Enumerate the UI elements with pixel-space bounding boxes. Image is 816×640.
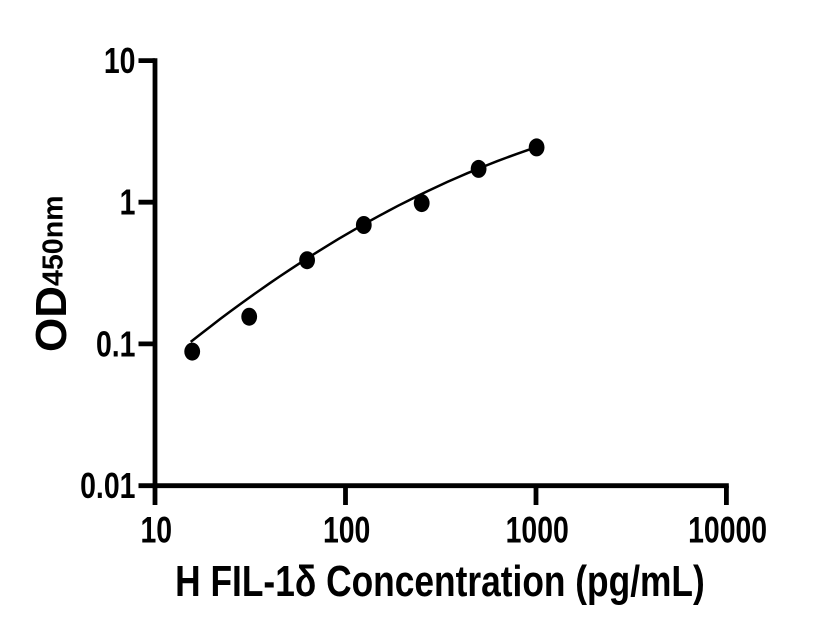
svg-text:1000: 1000 <box>506 509 569 550</box>
svg-text:0.01: 0.01 <box>80 466 135 506</box>
svg-text:10000: 10000 <box>688 509 767 550</box>
svg-text:H FIL-1δ Concentration (pg/mL): H FIL-1δ Concentration (pg/mL) <box>175 557 705 606</box>
svg-text:100: 100 <box>323 509 370 550</box>
svg-text:1: 1 <box>120 182 136 222</box>
svg-text:0.1: 0.1 <box>96 324 136 364</box>
svg-text:10: 10 <box>104 41 136 81</box>
svg-text:OD450nm: OD450nm <box>27 195 76 352</box>
svg-text:10: 10 <box>140 509 172 550</box>
